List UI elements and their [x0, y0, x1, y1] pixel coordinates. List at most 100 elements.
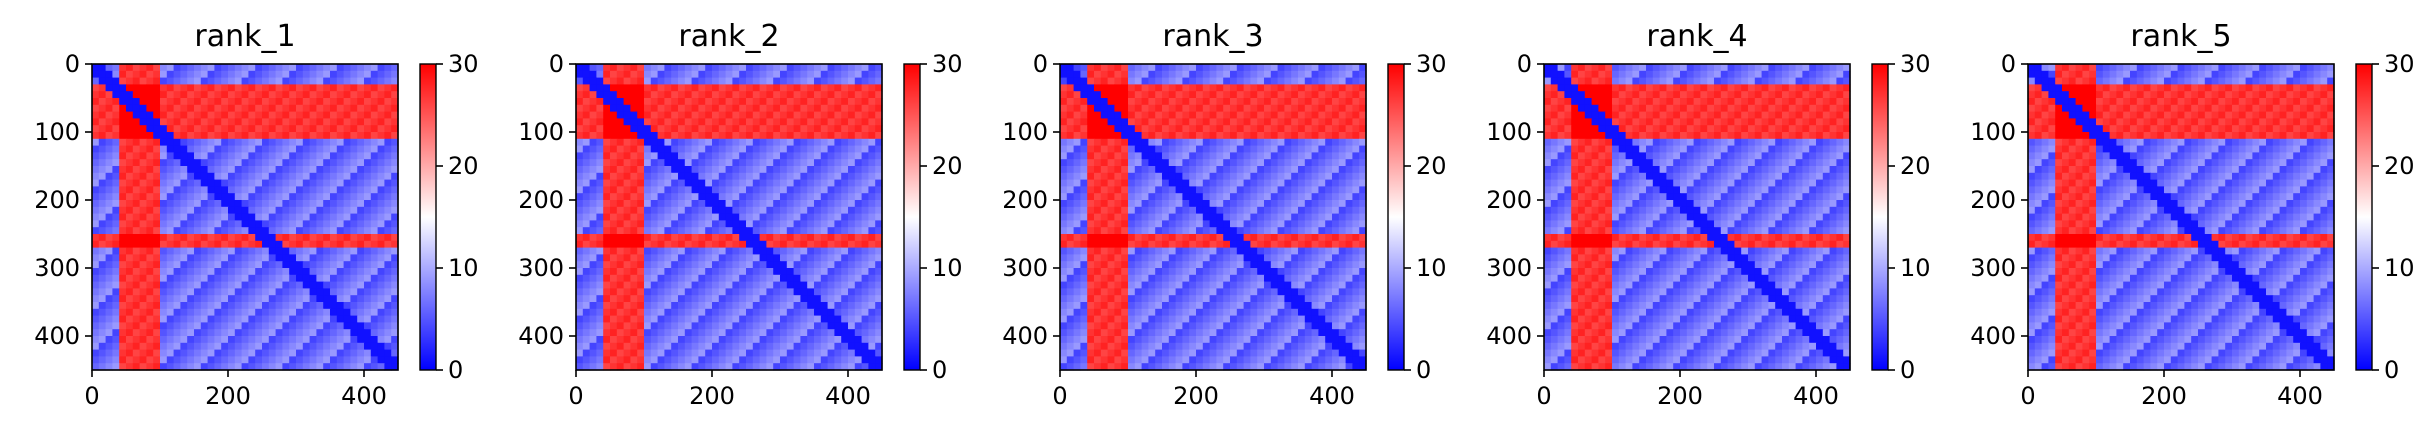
heatmap-cell [1223, 77, 1231, 85]
heatmap-cell [221, 64, 229, 72]
heatmap-cell [623, 349, 631, 357]
heatmap-cell [691, 322, 699, 330]
heatmap-cell [153, 193, 161, 201]
heatmap-cell [1189, 70, 1197, 79]
heatmap-cell [384, 84, 392, 92]
heatmap-cell [861, 132, 869, 140]
heatmap-cell [576, 206, 584, 215]
heatmap-cell [1270, 111, 1279, 119]
heatmap-cell [377, 70, 385, 79]
heatmap-cell [316, 336, 324, 344]
heatmap-cell [820, 145, 829, 153]
heatmap-cell [302, 193, 311, 201]
heatmap-cell [800, 261, 808, 269]
heatmap-cell [623, 336, 631, 344]
heatmap-cell [603, 138, 611, 147]
heatmap-cell [868, 200, 876, 208]
heatmap-cell [350, 349, 358, 357]
heatmap-cell [650, 281, 659, 289]
heatmap-cell [92, 172, 100, 181]
heatmap-cell [814, 268, 822, 276]
heatmap-cell [370, 247, 379, 255]
heatmap-cell [1216, 111, 1224, 119]
heatmap-cell [705, 172, 713, 181]
heatmap-cell [1182, 70, 1190, 79]
heatmap-cell [262, 152, 270, 160]
heatmap-cell [630, 159, 638, 167]
heatmap-cell [868, 206, 876, 215]
heatmap-cell [630, 288, 638, 296]
heatmap-cell [786, 308, 795, 317]
heatmap-cell [302, 268, 311, 276]
heatmap-cell [112, 261, 120, 269]
heatmap-cell [187, 213, 195, 221]
heatmap-cell [814, 234, 822, 242]
heatmap-cell [268, 166, 277, 174]
heatmap-cell [275, 166, 283, 174]
heatmap-cell [603, 91, 611, 99]
heatmap-cell [841, 166, 849, 174]
heatmap-cell [234, 200, 243, 208]
heatmap-cell [637, 302, 645, 310]
heatmap-cell [207, 159, 215, 167]
heatmap-cell [119, 125, 127, 133]
heatmap-cell [194, 166, 202, 174]
heatmap-cell [712, 172, 720, 181]
heatmap-cell [671, 213, 679, 221]
heatmap-cell [391, 363, 399, 371]
heatmap-cell [1311, 152, 1319, 160]
heatmap-cell [746, 213, 754, 221]
heatmap-cell [302, 132, 311, 140]
heatmap-cell [391, 64, 399, 72]
heatmap-cell [248, 132, 256, 140]
heatmap-cell [377, 295, 385, 303]
heatmap-cell [610, 64, 618, 72]
heatmap-cell [98, 70, 107, 79]
heatmap-cell [712, 247, 720, 255]
heatmap-cell [1230, 111, 1238, 119]
heatmap-cell [166, 138, 175, 147]
heatmap-cell [793, 308, 801, 317]
heatmap-cell [194, 261, 202, 269]
heatmap-cell [650, 179, 659, 187]
heatmap-cell [637, 200, 645, 208]
heatmap-cell [262, 308, 270, 317]
heatmap-cell [1100, 91, 1109, 99]
heatmap-cell [336, 254, 345, 262]
heatmap-cell [370, 64, 379, 72]
heatmap-cell [160, 98, 168, 106]
heatmap-cell [282, 261, 290, 269]
heatmap-cell [657, 227, 665, 235]
heatmap-cell [732, 274, 740, 283]
heatmap-cell [248, 274, 256, 283]
heatmap-cell [1107, 145, 1115, 153]
heatmap-cell [126, 234, 134, 242]
heatmap-cell [1202, 111, 1211, 119]
heatmap-cell [316, 159, 324, 167]
heatmap-cell [1270, 70, 1279, 79]
heatmap-cell [603, 274, 611, 283]
heatmap-cell [1114, 132, 1122, 140]
heatmap-cell [623, 261, 631, 269]
heatmap-cell [1168, 77, 1177, 85]
heatmap-cell [309, 84, 317, 92]
heatmap-cell [234, 206, 243, 215]
heatmap-cell [1325, 145, 1333, 153]
heatmap-cell [793, 302, 801, 310]
heatmap-cell [296, 234, 304, 242]
heatmap-cell [289, 322, 297, 330]
heatmap-cell [610, 363, 618, 371]
heatmap-cell [589, 84, 597, 92]
heatmap-cell [336, 152, 345, 160]
heatmap-cell [289, 281, 297, 289]
heatmap-cell [228, 295, 236, 303]
heatmap-cell [875, 247, 883, 255]
heatmap-cell [793, 356, 801, 364]
heatmap-cell [1332, 172, 1340, 181]
heatmap-cell [1284, 77, 1292, 85]
heatmap-cell [302, 322, 311, 330]
heatmap-cell [1352, 179, 1360, 187]
heatmap-cell [391, 274, 399, 283]
heatmap-cell [1270, 145, 1279, 153]
heatmap-cell [589, 308, 597, 317]
